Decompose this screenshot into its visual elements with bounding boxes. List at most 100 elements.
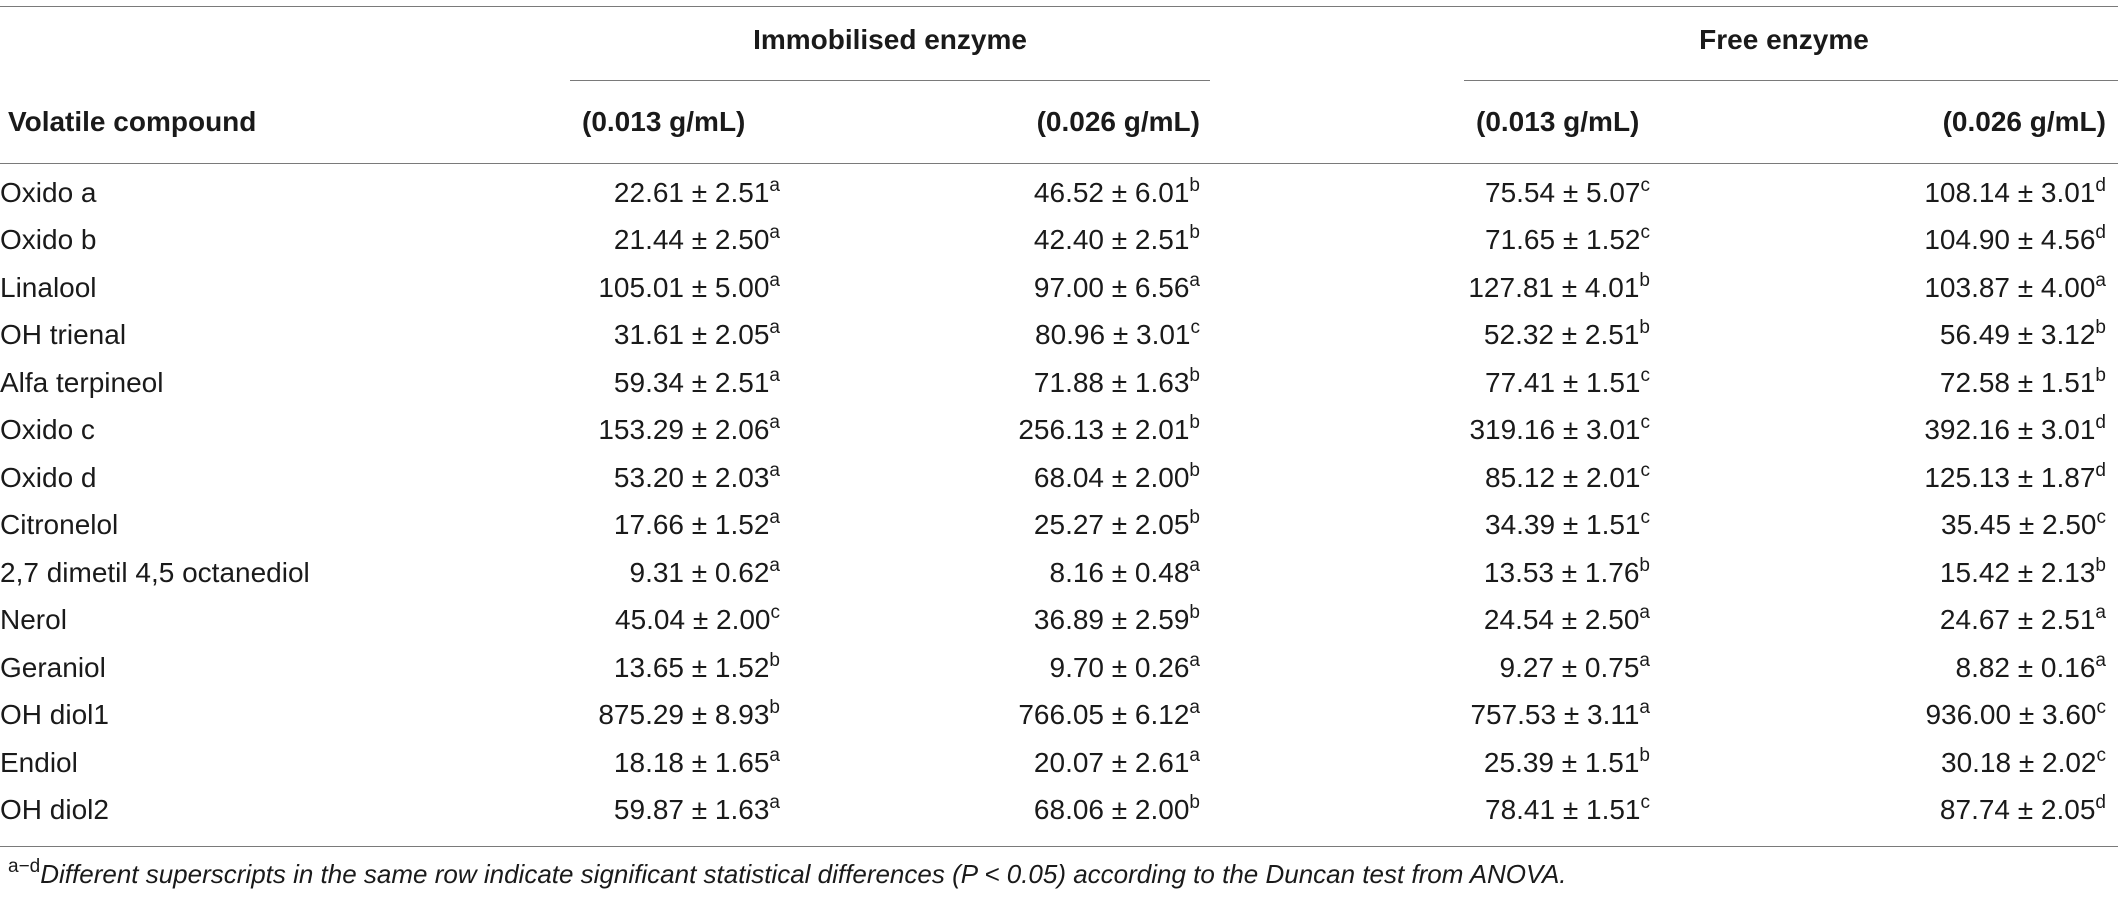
mean-sd-value: 105.01 ± 5.00 xyxy=(598,271,770,303)
mean-sd-value: 35.45 ± 2.50 xyxy=(1941,509,2097,541)
group-header-immobilised: Immobilised enzyme xyxy=(753,24,1027,55)
significance-superscript: b xyxy=(1189,602,1200,624)
value-cell: 78.41 ± 1.51c xyxy=(1200,787,1650,835)
value-cell: 875.29 ± 8.93b xyxy=(500,692,780,740)
significance-superscript: c xyxy=(1640,412,1651,434)
mean-sd-value: 72.58 ± 1.51 xyxy=(1939,366,2096,398)
mean-sd-value: 59.34 ± 2.51 xyxy=(613,366,770,398)
significance-superscript: c xyxy=(1640,364,1651,386)
value-cell: 319.16 ± 3.01c xyxy=(1200,407,1650,455)
mean-sd-value: 256.13 ± 2.01 xyxy=(1018,414,1190,446)
significance-superscript: c xyxy=(1640,507,1651,529)
significance-superscript: b xyxy=(769,649,780,671)
value-cell: 17.66 ± 1.52a xyxy=(500,502,780,550)
mean-sd-value: 127.81 ± 4.01 xyxy=(1468,271,1640,303)
significance-superscript: a xyxy=(769,364,780,386)
value-cell: 34.39 ± 1.51c xyxy=(1200,502,1650,550)
significance-superscript: c xyxy=(1190,317,1201,339)
value-cell: 8.82 ± 0.16a xyxy=(1650,644,2118,692)
significance-superscript: c xyxy=(1640,222,1651,244)
mean-sd-value: 34.39 ± 1.51 xyxy=(1485,509,1641,541)
value-cell: 75.54 ± 5.07c xyxy=(1200,169,1650,217)
mean-sd-value: 75.54 ± 5.07 xyxy=(1485,176,1641,208)
compound-name: Alfa terpineol xyxy=(0,366,164,398)
significance-superscript: b xyxy=(1639,269,1650,291)
significance-superscript: a xyxy=(1189,744,1200,766)
significance-superscript: b xyxy=(2095,554,2106,576)
data-table: Oxido a 22.61 ± 2.51a 46.52 ± 6.01b 75.54 ±… xyxy=(0,169,2118,834)
mean-sd-value: 153.29 ± 2.06 xyxy=(598,414,770,446)
value-cell: 21.44 ± 2.50a xyxy=(500,217,780,265)
mean-sd-value: 766.05 ± 6.12 xyxy=(1018,699,1190,731)
header-rule xyxy=(0,163,2118,164)
mean-sd-value: 31.61 ± 2.05 xyxy=(613,319,770,351)
mean-sd-value: 56.49 ± 3.12 xyxy=(1939,319,2096,351)
compound-name: OH trienal xyxy=(0,319,127,351)
mean-sd-value: 757.53 ± 3.11 xyxy=(1470,699,1640,731)
value-cell: 35.45 ± 2.50c xyxy=(1650,502,2118,550)
mean-sd-value: 45.04 ± 2.00 xyxy=(615,604,771,636)
mean-sd-value: 30.18 ± 2.02 xyxy=(1941,746,2097,778)
significance-superscript: c xyxy=(1640,792,1651,814)
table-row: Oxido b 21.44 ± 2.50a 42.40 ± 2.51b 71.65 ±… xyxy=(0,217,2118,265)
column-header-immobilised-high: (0.026 g/mL) xyxy=(1036,106,1200,137)
value-cell: 105.01 ± 5.00a xyxy=(500,264,780,312)
mean-sd-value: 77.41 ± 1.51 xyxy=(1485,366,1641,398)
mean-sd-value: 85.12 ± 2.01 xyxy=(1485,461,1641,493)
mean-sd-value: 24.67 ± 2.51 xyxy=(1939,604,2096,636)
compound-name: Geraniol xyxy=(0,651,106,683)
significance-superscript: a xyxy=(769,174,780,196)
significance-superscript: b xyxy=(1639,744,1650,766)
value-cell: 25.39 ± 1.51b xyxy=(1200,739,1650,787)
mean-sd-value: 87.74 ± 2.05 xyxy=(1939,794,2096,826)
significance-superscript: d xyxy=(2095,412,2106,434)
compound-name: OH diol1 xyxy=(0,699,109,731)
value-cell: 68.04 ± 2.00b xyxy=(780,454,1200,502)
significance-superscript: a xyxy=(769,554,780,576)
value-cell: 108.14 ± 3.01d xyxy=(1650,169,2118,217)
significance-superscript: a xyxy=(2095,602,2106,624)
significance-superscript: b xyxy=(2095,317,2106,339)
mean-sd-value: 78.41 ± 1.51 xyxy=(1485,794,1641,826)
footnote-text: Different superscripts in the same row i… xyxy=(40,859,1567,889)
table-row: Citronelol 17.66 ± 1.52a 25.27 ± 2.05b 34.3… xyxy=(0,502,2118,550)
value-cell: 80.96 ± 3.01c xyxy=(780,312,1200,360)
mean-sd-value: 22.61 ± 2.51 xyxy=(613,176,770,208)
footnote-marker: a−d xyxy=(8,856,41,877)
table-row: Oxido a 22.61 ± 2.51a 46.52 ± 6.01b 75.54 ±… xyxy=(0,169,2118,217)
significance-superscript: a xyxy=(769,412,780,434)
value-cell: 25.27 ± 2.05b xyxy=(780,502,1200,550)
value-cell: 53.20 ± 2.03a xyxy=(500,454,780,502)
significance-superscript: b xyxy=(769,697,780,719)
significance-superscript: c xyxy=(2096,507,2107,529)
value-cell: 153.29 ± 2.06a xyxy=(500,407,780,455)
table-row: Oxido d 53.20 ± 2.03a 68.04 ± 2.00b 85.12 ±… xyxy=(0,454,2118,502)
mean-sd-value: 80.96 ± 3.01 xyxy=(1035,319,1191,351)
mean-sd-value: 15.42 ± 2.13 xyxy=(1939,556,2096,588)
significance-superscript: b xyxy=(1639,554,1650,576)
value-cell: 13.65 ± 1.52b xyxy=(500,644,780,692)
mean-sd-value: 108.14 ± 3.01 xyxy=(1924,176,2096,208)
table-row: OH diol1 875.29 ± 8.93b 766.05 ± 6.12a 757.… xyxy=(0,692,2118,740)
mean-sd-value: 13.53 ± 1.76 xyxy=(1483,556,1640,588)
table-body: Oxido a 22.61 ± 2.51a 46.52 ± 6.01b 75.54 ±… xyxy=(0,169,2118,834)
significance-superscript: c xyxy=(1640,174,1651,196)
mean-sd-value: 71.88 ± 1.63 xyxy=(1033,366,1190,398)
table-row: 2,7 dimetil 4,5 octanediol 9.31 ± 0.62a 8.… xyxy=(0,549,2118,597)
value-cell: 42.40 ± 2.51b xyxy=(780,217,1200,265)
bottom-rule xyxy=(0,846,2118,847)
mean-sd-value: 8.16 ± 0.48 xyxy=(1049,556,1190,588)
significance-superscript: c xyxy=(770,602,781,624)
value-cell: 36.89 ± 2.59b xyxy=(780,597,1200,645)
column-header-free-high: (0.026 g/mL) xyxy=(1942,106,2106,137)
table-row: OH diol2 59.87 ± 1.63a 68.06 ± 2.00b 78.41 … xyxy=(0,787,2118,835)
significance-superscript: d xyxy=(2095,222,2106,244)
significance-superscript: b xyxy=(1189,412,1200,434)
mean-sd-value: 68.06 ± 2.00 xyxy=(1033,794,1190,826)
value-cell: 52.32 ± 2.51b xyxy=(1200,312,1650,360)
significance-superscript: a xyxy=(1189,649,1200,671)
mean-sd-value: 52.32 ± 2.51 xyxy=(1483,319,1640,351)
value-cell: 15.42 ± 2.13b xyxy=(1650,549,2118,597)
value-cell: 766.05 ± 6.12a xyxy=(780,692,1200,740)
